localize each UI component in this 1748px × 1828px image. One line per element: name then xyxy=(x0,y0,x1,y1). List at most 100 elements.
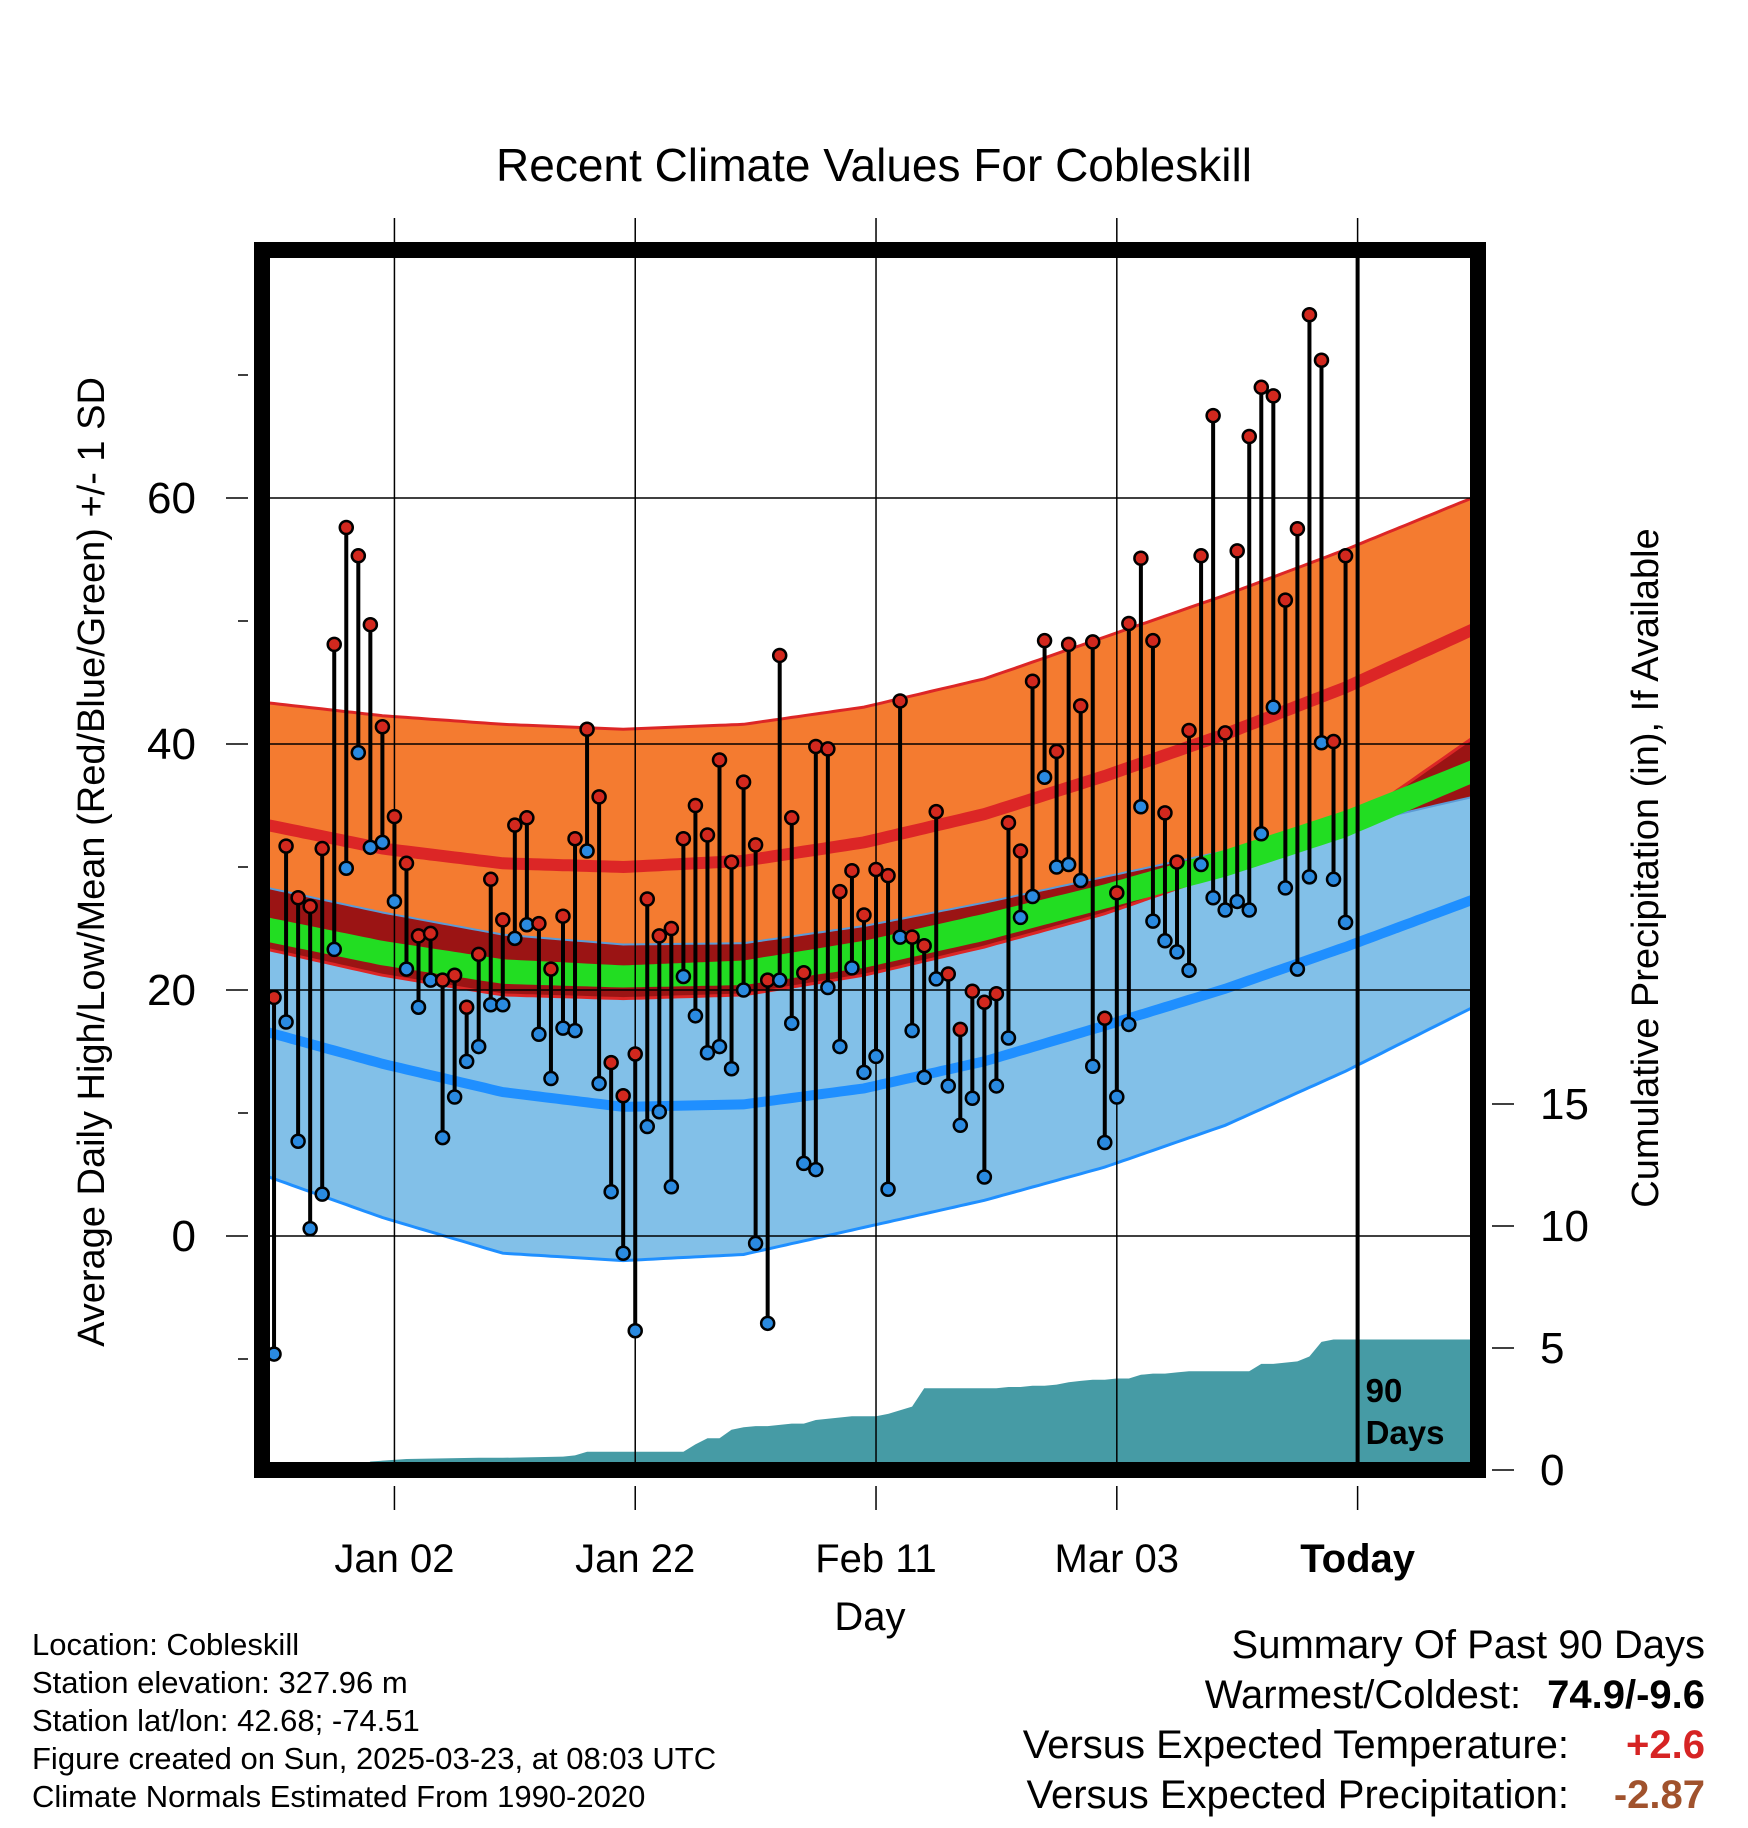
x-tick-label: Jan 22 xyxy=(575,1537,695,1581)
daily-high-point xyxy=(1205,407,1221,424)
daily-high-point xyxy=(1337,548,1354,564)
daily-observations xyxy=(266,306,1354,1362)
daily-high-point xyxy=(507,817,523,833)
daily-low-point xyxy=(747,1235,764,1252)
y-right-tick-label: 5 xyxy=(1540,1324,1564,1373)
daily-high-point xyxy=(1241,428,1257,445)
marker-label-line: 90 xyxy=(1366,1372,1403,1409)
daily-low-point xyxy=(410,999,427,1015)
daily-high-point xyxy=(916,937,932,954)
daily-low-point xyxy=(458,1053,475,1070)
summary-panel: Summary Of Past 90 Days Warmest/Coldest:… xyxy=(805,1620,1705,1820)
daily-low-point xyxy=(1217,902,1233,918)
daily-high-point xyxy=(615,1088,631,1104)
daily-high-point xyxy=(627,1046,643,1062)
mean-normal-band xyxy=(262,757,1478,988)
daily-high-point xyxy=(880,867,896,884)
daily-high-point xyxy=(603,1054,619,1071)
daily-high-point xyxy=(639,891,656,907)
low-normal-line xyxy=(262,893,1478,1112)
daily-low-point xyxy=(1048,859,1065,875)
daily-high-point xyxy=(1048,743,1065,760)
daily-low-point xyxy=(603,1183,619,1200)
daily-low-point xyxy=(808,1161,824,1178)
daily-low-point xyxy=(1036,769,1053,785)
daily-high-point xyxy=(952,1021,969,1038)
daily-low-point xyxy=(446,1089,463,1105)
daily-high-point xyxy=(1265,388,1282,404)
daily-low-point xyxy=(820,979,836,996)
daily-low-point xyxy=(796,1155,812,1172)
daily-low-point xyxy=(1000,1030,1017,1046)
daily-low-point xyxy=(278,1014,294,1030)
daily-low-point xyxy=(1133,798,1149,815)
daily-high-point xyxy=(675,830,692,847)
daily-high-point xyxy=(1181,722,1197,739)
daily-low-point xyxy=(1169,944,1185,960)
daily-high-point xyxy=(422,925,439,942)
daily-high-point xyxy=(1121,615,1137,632)
daily-low-point xyxy=(1265,699,1282,715)
daily-low-point xyxy=(302,1220,318,1237)
temp-anomaly-label: Versus Expected Temperature: xyxy=(1022,1723,1569,1767)
daily-high-point xyxy=(290,890,306,906)
daily-low-point xyxy=(1253,826,1270,842)
daily-high-point xyxy=(1277,592,1294,608)
daily-low-point xyxy=(711,1038,728,1055)
latlon-text: Station lat/lon: 42.68; -74.51 xyxy=(32,1703,420,1738)
x-tick-label: Feb 11 xyxy=(815,1537,937,1581)
daily-low-point xyxy=(314,1186,330,1202)
daily-high-point xyxy=(1097,1010,1113,1027)
y-axis-label-left: Average Daily High/Low/Mean (Red/Blue/Gr… xyxy=(71,377,113,1347)
daily-high-point xyxy=(567,830,583,847)
daily-high-point xyxy=(699,827,716,843)
daily-low-point xyxy=(1241,902,1257,918)
daily-high-point xyxy=(398,855,415,872)
x-tick-label: Mar 03 xyxy=(1055,1537,1180,1581)
daily-high-point xyxy=(1157,805,1173,821)
daily-low-point xyxy=(687,1008,704,1024)
daily-high-point xyxy=(940,966,957,982)
daily-low-point xyxy=(663,1179,680,1195)
daily-high-point xyxy=(687,797,704,814)
daily-high-point xyxy=(844,862,860,879)
daily-low-point xyxy=(1012,909,1029,926)
low-normal-band xyxy=(262,795,1478,1261)
summary-heading: Summary Of Past 90 Days xyxy=(1231,1623,1705,1667)
daily-high-point xyxy=(591,789,607,805)
daily-low-point xyxy=(627,1322,643,1339)
daily-low-point xyxy=(374,834,391,851)
precip-area xyxy=(262,1339,1478,1470)
daily-high-point xyxy=(1060,636,1077,653)
daily-high-point xyxy=(555,908,571,924)
high-normal-line xyxy=(262,621,1478,874)
daily-high-point xyxy=(374,719,391,735)
daily-high-point xyxy=(832,883,848,900)
daily-high-point xyxy=(470,946,487,963)
daily-low-point xyxy=(723,1060,740,1077)
daily-high-point xyxy=(868,861,884,878)
daily-high-point xyxy=(350,548,367,564)
y-tick-label: 0 xyxy=(172,1212,196,1261)
daily-low-point xyxy=(735,982,752,998)
daily-low-point xyxy=(1084,1058,1101,1075)
daily-high-point xyxy=(1301,306,1318,323)
daily-low-point xyxy=(1145,913,1161,929)
daily-high-point xyxy=(723,854,740,870)
daily-high-point xyxy=(338,519,355,536)
daily-high-point xyxy=(326,636,342,653)
daily-high-point xyxy=(904,929,920,945)
daily-low-point xyxy=(567,1022,583,1039)
daily-low-point xyxy=(1097,1134,1113,1151)
daily-high-point xyxy=(495,912,511,928)
daily-high-point xyxy=(579,721,595,737)
daily-low-point xyxy=(856,1064,872,1081)
x-tick-label: Today xyxy=(1300,1537,1416,1581)
daily-low-point xyxy=(868,1048,884,1065)
y-tick-label: 40 xyxy=(147,720,196,769)
daily-low-point xyxy=(1181,962,1197,979)
daily-low-point xyxy=(615,1245,631,1261)
daily-high-point xyxy=(976,994,993,1011)
warmest-coldest-label: Warmest/Coldest: xyxy=(1204,1673,1522,1717)
